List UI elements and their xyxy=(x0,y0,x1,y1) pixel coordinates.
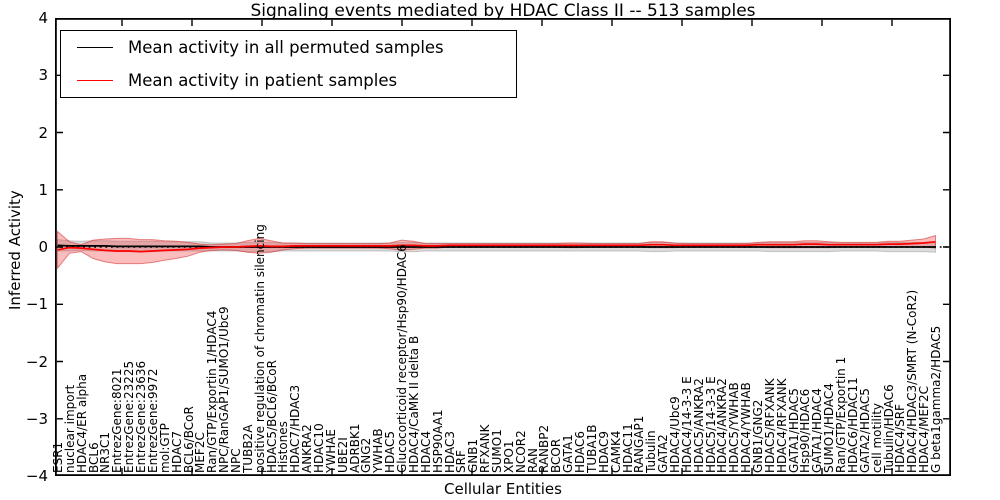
x-category-label: mol:GTP xyxy=(157,423,172,473)
legend-label-patient: Mean activity in patient samples xyxy=(128,71,398,90)
x-category-label: UBE2I xyxy=(335,437,350,473)
y-tick-label: 3 xyxy=(38,66,48,85)
x-category-label: HDAC9 xyxy=(596,430,611,473)
line-permuted xyxy=(57,244,936,248)
legend: Mean activity in all permuted samples Me… xyxy=(60,30,517,98)
legend-item-patient: Mean activity in patient samples xyxy=(61,64,516,97)
plot-border xyxy=(55,18,951,476)
x-category-label: HDAC4/RFXANK xyxy=(774,378,789,473)
x-category-label: NCOR2 xyxy=(513,430,528,473)
legend-line-patient-icon xyxy=(77,79,113,82)
y-tick-label: 2 xyxy=(38,123,48,142)
y-tick-label: 0 xyxy=(38,238,48,256)
x-category-label: HDAC5/ANKRA2 xyxy=(691,378,706,473)
x-category-label: HDAC4/ER alpha xyxy=(74,373,89,473)
x-category-label: positive regulation of chromatin silenci… xyxy=(252,224,267,473)
y-tick-label: −4 xyxy=(25,467,48,485)
x-category-label: HDAC7 xyxy=(169,430,184,473)
chart-title: Signaling events mediated by HDAC Class … xyxy=(250,1,756,21)
y-tick-label: −3 xyxy=(25,409,48,428)
y-tick-label: −1 xyxy=(25,295,48,314)
x-category-label: HSP90AA1 xyxy=(430,409,445,473)
legend-item-permuted: Mean activity in all permuted samples xyxy=(61,31,516,64)
axis-ticks xyxy=(56,18,950,476)
legend-label-permuted: Mean activity in all permuted samples xyxy=(128,38,444,57)
x-category-label: cell motility xyxy=(869,402,884,473)
y-tick-label: 1 xyxy=(38,180,48,199)
band-patient xyxy=(57,230,936,270)
x-category-label: G beta1gamma2/HDAC5 xyxy=(929,325,943,473)
y-tick-label: −2 xyxy=(25,352,48,371)
x-axis-label: Cellular Entities xyxy=(444,480,562,498)
legend-line-permuted-icon xyxy=(77,46,113,49)
plot-area xyxy=(55,18,951,476)
line-patient xyxy=(57,240,936,253)
y-tick-label: 4 xyxy=(38,9,48,27)
x-category-label: CAMK4 xyxy=(608,430,623,473)
x-category-label: GATA2/HDAC5 xyxy=(857,388,872,473)
x-category-label: HDAC4 xyxy=(418,430,433,473)
